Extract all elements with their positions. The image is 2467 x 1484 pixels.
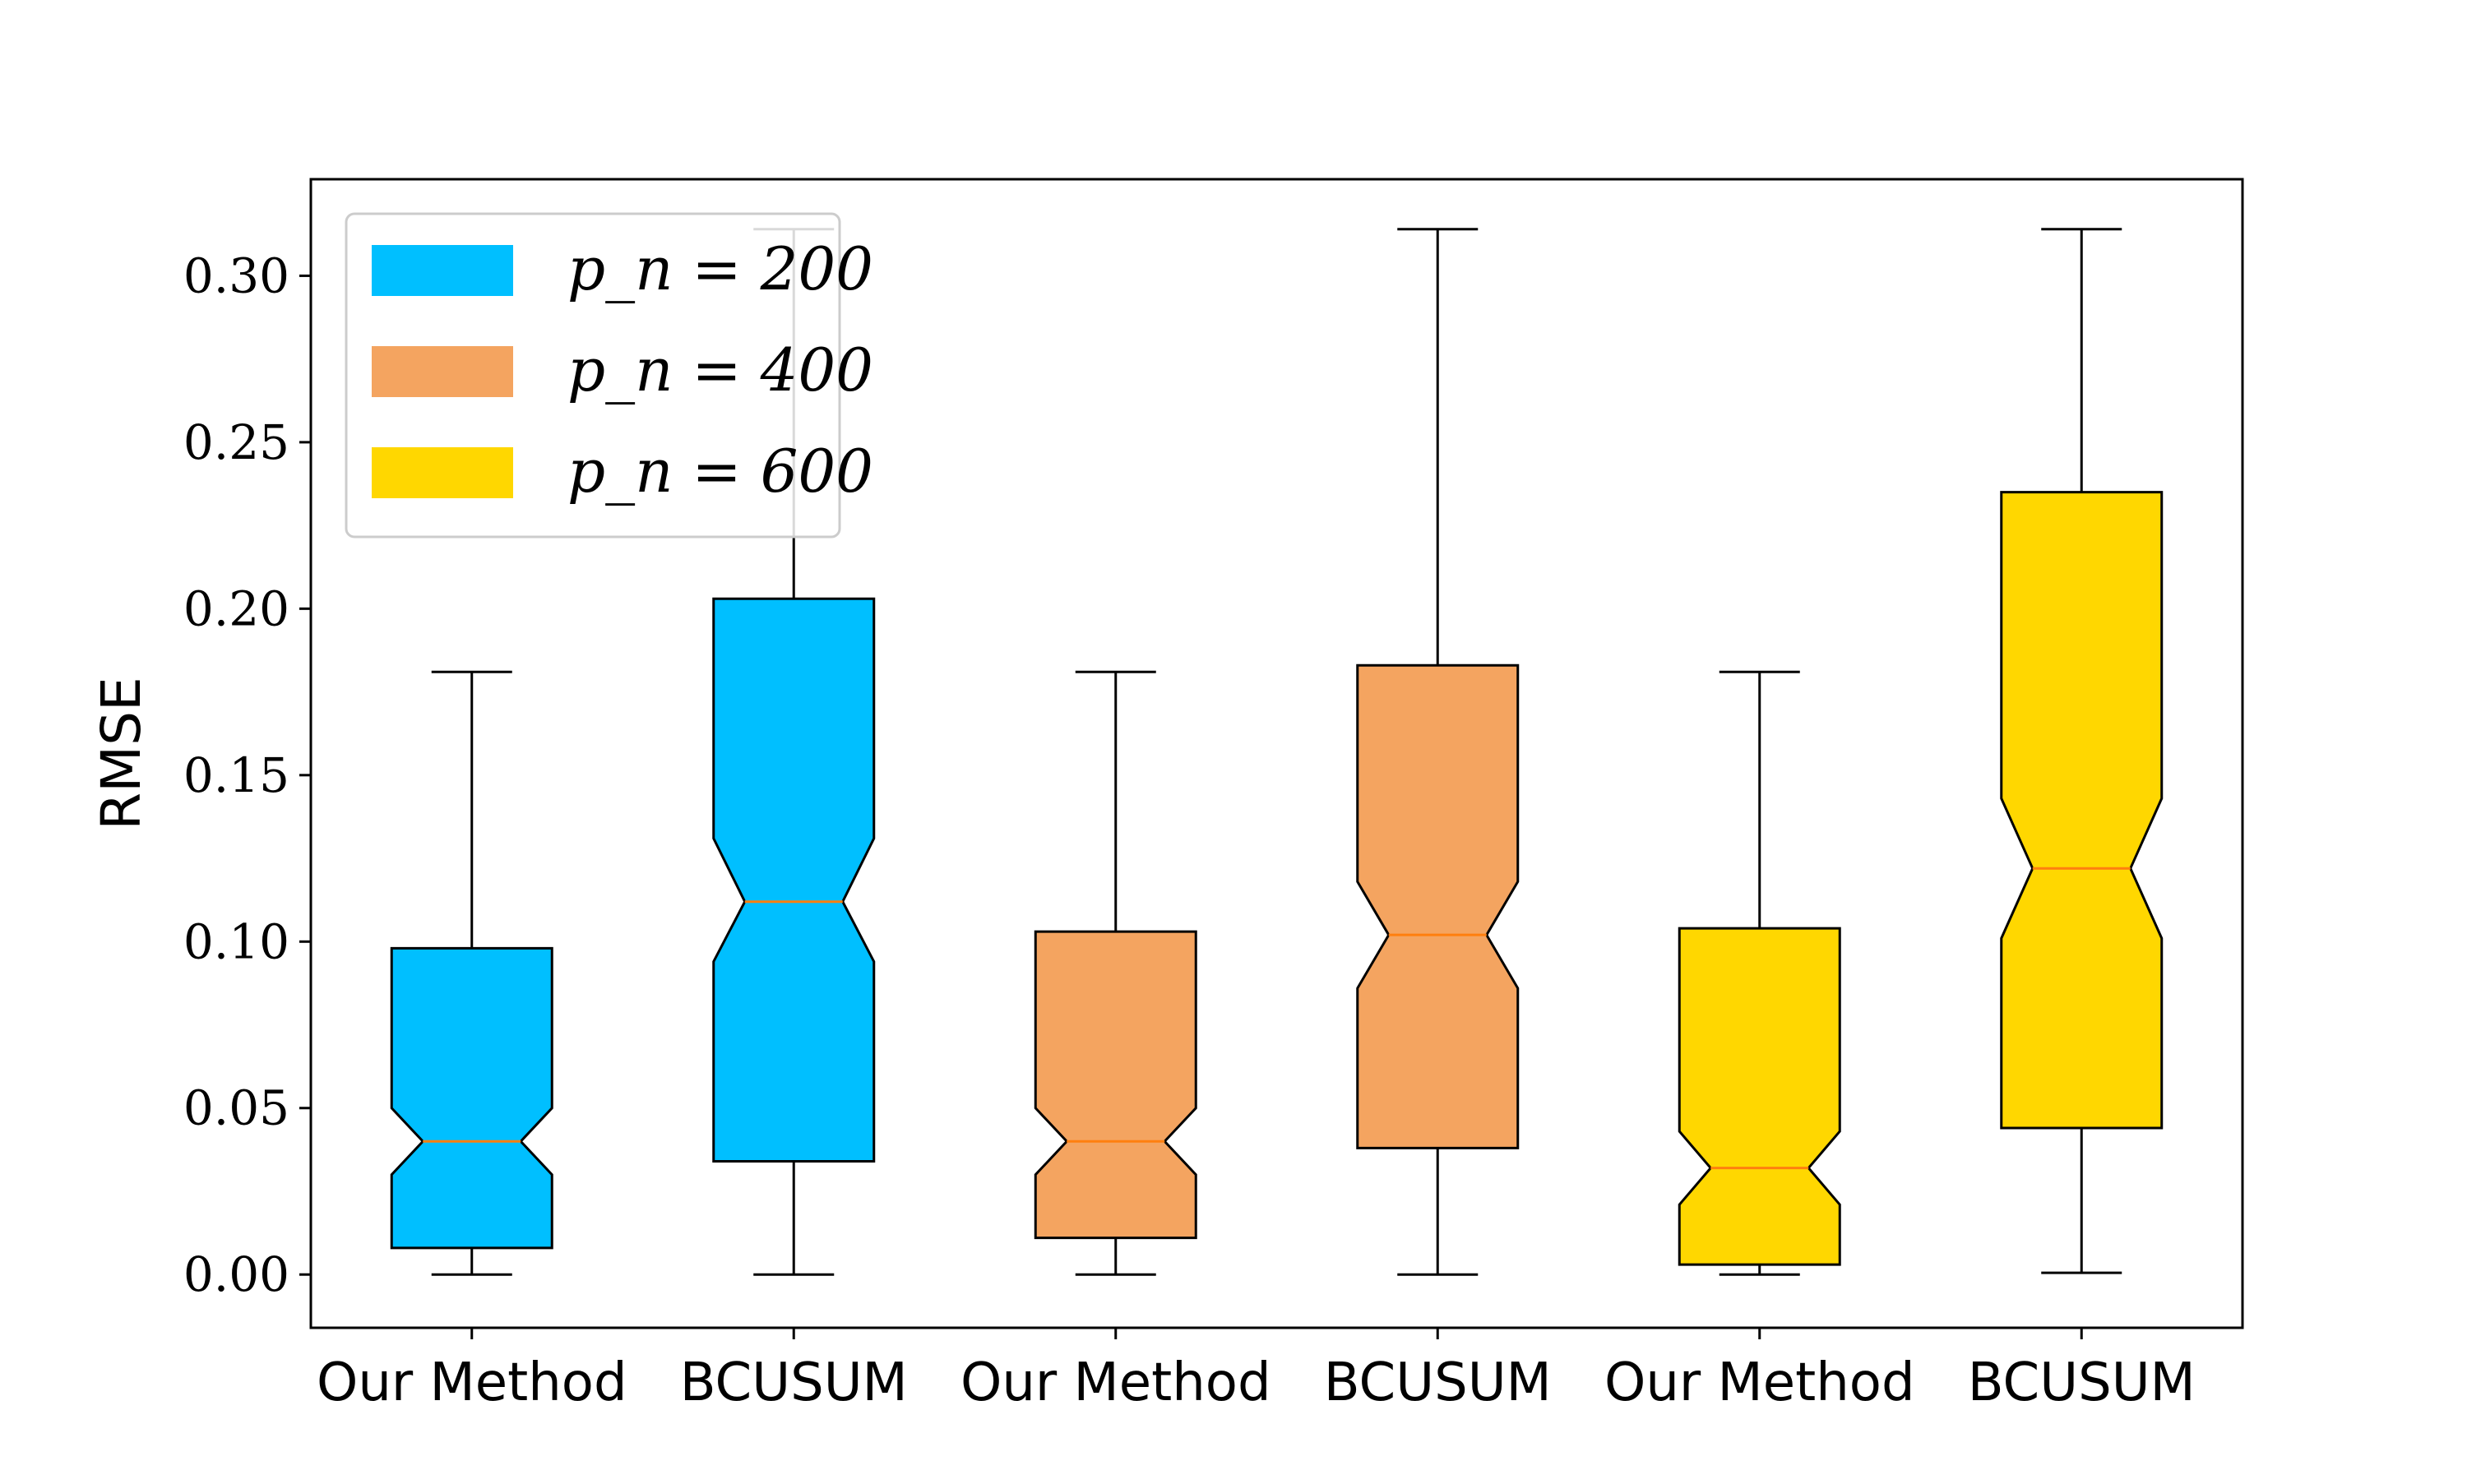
notched-box	[712, 597, 876, 1163]
y-tick-label: 0.15	[183, 747, 289, 803]
plot-frame	[309, 178, 2244, 1329]
notched-box	[390, 946, 553, 1250]
box-group	[1034, 670, 1197, 1276]
y-tick-label: 0.10	[183, 913, 289, 969]
y-tick-label: 0.00	[183, 1246, 289, 1302]
y-tick-label: 0.20	[183, 580, 289, 636]
box-group	[390, 670, 553, 1276]
notched-box	[1034, 930, 1197, 1240]
y-axis: 0.00 0.05 0.10 0.15 0.20 0.25 0.30	[183, 247, 311, 1302]
x-tick-label: BCUSUM	[1324, 1352, 1552, 1413]
notched-box	[1678, 927, 1841, 1266]
x-tick-label: Our Method	[317, 1352, 627, 1413]
x-axis: Our Method BCUSUM Our Method BCUSUM Our Meth…	[317, 1328, 2196, 1413]
y-tick-label: 0.25	[183, 414, 289, 470]
box-group	[1356, 228, 1520, 1276]
boxes-layer	[390, 228, 2164, 1276]
x-tick-label: BCUSUM	[680, 1352, 908, 1413]
notched-box	[1356, 663, 1520, 1149]
box-group	[1678, 670, 1841, 1276]
legend-label: p_n = 200	[567, 234, 873, 303]
x-tick-label: Our Method	[1604, 1352, 1915, 1413]
x-tick-label: BCUSUM	[1968, 1352, 2196, 1413]
legend-label: p_n = 600	[567, 437, 873, 506]
notched-box	[2000, 491, 2164, 1130]
legend-label: p_n = 400	[567, 335, 873, 405]
y-tick-label: 0.05	[183, 1080, 289, 1136]
box-group	[2000, 228, 2164, 1274]
legend-swatch	[372, 447, 513, 498]
x-tick-label: Our Method	[960, 1352, 1271, 1413]
y-tick-label: 0.30	[183, 247, 289, 303]
legend-swatch	[372, 245, 513, 296]
legend-swatch	[372, 346, 513, 397]
legend: p_n = 200 p_n = 400 p_n = 600	[345, 212, 873, 539]
y-axis-label: RMSE	[90, 677, 153, 830]
